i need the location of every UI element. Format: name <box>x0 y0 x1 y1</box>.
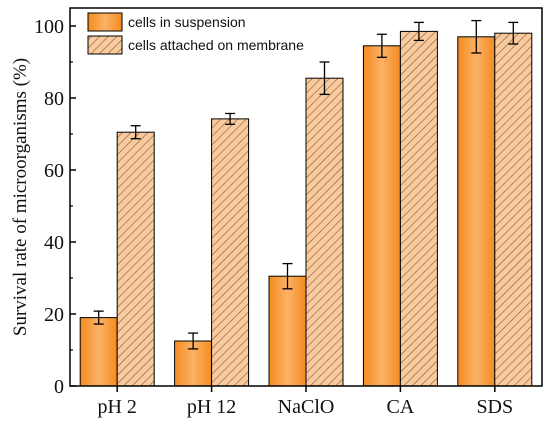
x-tick-label: pH 2 <box>97 396 136 418</box>
bar-suspension-sds <box>457 36 496 387</box>
legend-label-attached: cells attached on membrane <box>128 37 304 53</box>
bar-attached-sds <box>494 32 533 387</box>
y-tick-label: 80 <box>44 88 64 110</box>
x-axis-ticks: pH 2 pH 12 NaClO CA SDS <box>97 386 513 418</box>
x-tick-label: CA <box>387 396 415 418</box>
error-bar-attached-ph2 <box>130 125 141 140</box>
error-bar-suspension-ph2 <box>93 310 104 325</box>
error-bars-group <box>93 19 519 350</box>
legend-swatch-attached <box>87 35 123 55</box>
y-tick-label: 20 <box>44 304 64 326</box>
legend-swatch-suspension <box>87 12 123 32</box>
legend-label-suspension: cells in suspension <box>128 14 246 30</box>
error-bar-attached-sds <box>508 21 519 45</box>
y-tick-label: 0 <box>54 376 64 398</box>
legend: cells in suspension cells attached on me… <box>87 12 304 55</box>
bar-attached-ph12 <box>211 118 250 387</box>
bar-attached-ph2 <box>116 131 155 387</box>
bar-attached-ca <box>399 30 438 387</box>
error-bar-suspension-ph12 <box>188 332 199 350</box>
bar-suspension-ca <box>362 45 401 387</box>
y-tick-label: 60 <box>44 160 64 182</box>
y-axis-ticks: 0 20 40 60 80 100 <box>34 16 76 398</box>
y-tick-label: 40 <box>44 232 64 254</box>
error-bar-suspension-sds <box>471 19 482 54</box>
error-bar-attached-ph12 <box>225 112 236 125</box>
error-bar-suspension-naclo <box>282 262 293 290</box>
x-tick-label: SDS <box>476 396 513 418</box>
y-axis-title: Survival rate of microorganisms (%) <box>10 58 31 336</box>
bar-suspension-naclo <box>268 275 307 387</box>
error-bar-suspension-ca <box>376 33 387 58</box>
y-tick-label: 100 <box>34 16 64 38</box>
bars-group <box>79 30 533 387</box>
x-tick-label: NaClO <box>278 396 335 418</box>
x-tick-label: pH 12 <box>187 396 236 418</box>
bar-suspension-ph2 <box>79 317 118 387</box>
bar-attached-naclo <box>305 77 344 387</box>
error-bar-attached-naclo <box>319 61 330 96</box>
error-bar-attached-ca <box>413 21 424 42</box>
